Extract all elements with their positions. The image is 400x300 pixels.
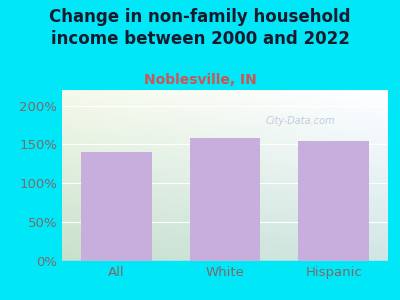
Text: Change in non-family household
income between 2000 and 2022: Change in non-family household income be… <box>49 8 351 48</box>
Bar <box>298 141 369 261</box>
Text: City-Data.com: City-Data.com <box>265 116 335 126</box>
Bar <box>190 138 260 261</box>
Bar <box>81 152 152 261</box>
Text: Noblesville, IN: Noblesville, IN <box>144 74 256 88</box>
